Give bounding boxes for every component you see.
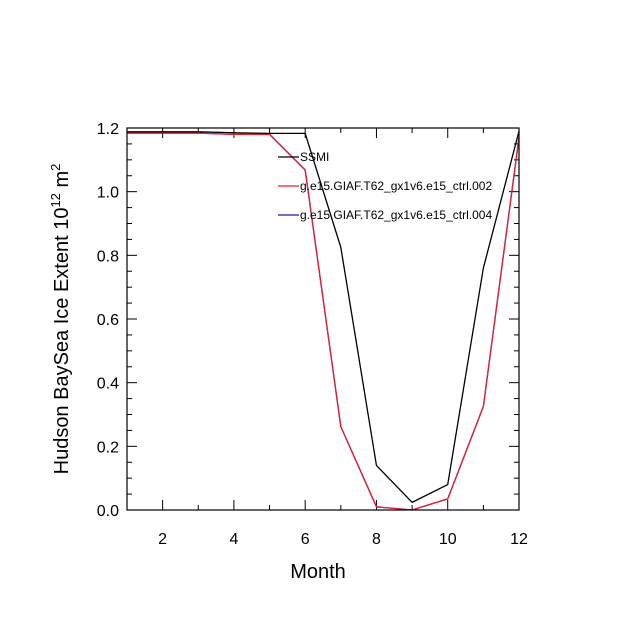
y-axis-title: Hudson BaySea Ice Extent 1012 m2 — [48, 164, 73, 475]
y-axis-title-main: Hudson BaySea Ice Extent 10 — [51, 208, 73, 475]
y-tick-label: 0.0 — [97, 503, 119, 520]
legend-label: SSMI — [300, 150, 329, 164]
plot-frame — [126, 127, 520, 511]
y-axis-title-unit: m — [51, 171, 73, 193]
x-tick-label: 10 — [439, 531, 457, 548]
x-tick-label: 8 — [372, 531, 381, 548]
y-tick-label: 0.8 — [97, 248, 119, 265]
legend-label: g.e15.GIAF.T62_gx1v6.e15_ctrl.004 — [300, 208, 492, 222]
series-line-2 — [127, 132, 520, 511]
y-axis-title-unit-exponent: 2 — [48, 164, 63, 171]
x-tick-label: 6 — [301, 531, 310, 548]
x-axis-title: Month — [290, 561, 346, 583]
tick-labels: 2 4 6 8 10 12 0.0 0.2 0.4 0.6 0.8 1.0 1.2 — [97, 121, 528, 548]
y-tick-label: 1.2 — [97, 121, 119, 138]
y-axis-title-exponent: 12 — [48, 193, 63, 207]
y-tick-label: 0.2 — [97, 439, 119, 456]
series-line-1 — [127, 131, 520, 504]
series-layer — [127, 131, 520, 511]
y-tick-label: 1.0 — [97, 185, 119, 202]
x-tick-label: 12 — [510, 531, 528, 548]
y-tick-label: 0.6 — [97, 312, 119, 329]
legend-label: g.e15.GIAF.T62_gx1v6.e15_ctrl.002 — [300, 179, 492, 193]
y-tick-label: 0.4 — [97, 376, 119, 393]
x-tick-label: 2 — [158, 531, 167, 548]
legend: SSMI g.e15.GIAF.T62_gx1v6.e15_ctrl.002 g.e… — [278, 150, 492, 222]
x-tick-label: 4 — [229, 531, 238, 548]
